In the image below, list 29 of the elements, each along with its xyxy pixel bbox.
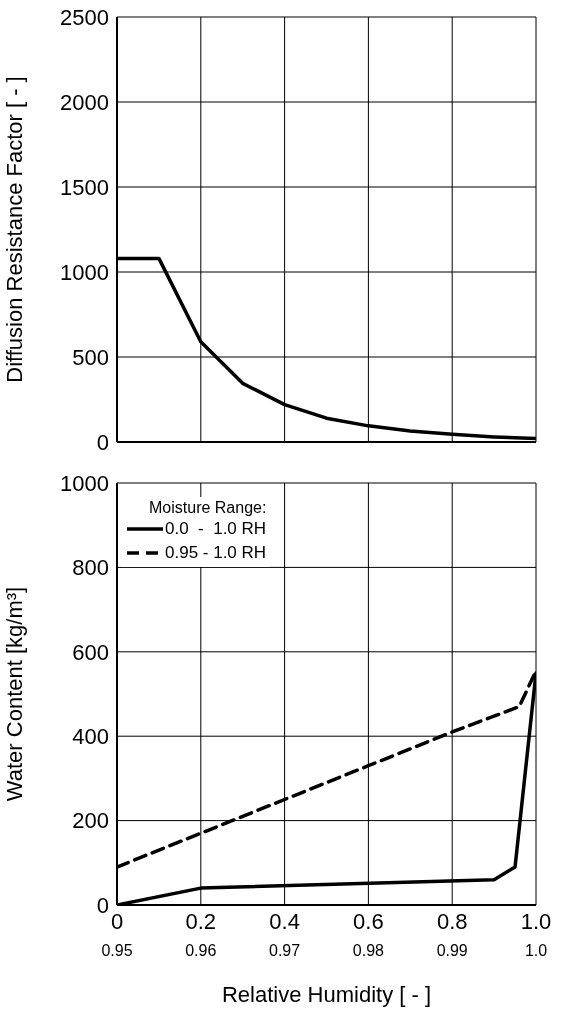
y-tick-label: 0 — [96, 892, 109, 918]
x-tick-label: 1.0 — [520, 908, 552, 934]
legend-label: 0.0 - 1.0 RH — [165, 519, 267, 539]
x2-tick-label: 0.98 — [352, 942, 385, 960]
y-axis-title: Diffusion Resistance Factor [ - ] — [2, 76, 27, 383]
x-tick-label: 0.8 — [436, 908, 468, 934]
y-tick-label: 200 — [72, 808, 109, 834]
x2-tick-label: 0.99 — [436, 942, 468, 960]
x2-tick-label: 0.95 — [101, 942, 133, 960]
x2-tick-label: 0.96 — [185, 942, 217, 960]
x-tick-label: 0.4 — [269, 908, 300, 934]
x2-tick-label: 0.97 — [269, 942, 301, 960]
y-tick-label: 400 — [72, 724, 109, 750]
legend-label: 0.95 - 1.0 RH — [165, 543, 267, 563]
y-tick-label: 1000 — [60, 470, 109, 496]
y-tick-label: 500 — [72, 344, 109, 370]
y-tick-label: 2500 — [60, 4, 109, 30]
y-tick-label: 800 — [72, 555, 109, 581]
y-tick-label: 1000 — [60, 259, 109, 285]
y-axis-title: Water Content [kg/m³] — [2, 586, 27, 802]
x2-tick-label: 1.0 — [524, 942, 548, 960]
x-tick-label: 0.6 — [353, 908, 384, 934]
x-axis-title: Relative Humidity [ - ] — [221, 982, 432, 1007]
y-tick-label: 600 — [72, 639, 109, 665]
y-tick-label: 1500 — [60, 174, 109, 200]
y-tick-label: 0 — [96, 429, 109, 455]
y-tick-label: 2000 — [60, 89, 109, 115]
x-tick-label: 0.2 — [185, 908, 217, 934]
legend-title: Moisture Range: — [149, 499, 267, 517]
